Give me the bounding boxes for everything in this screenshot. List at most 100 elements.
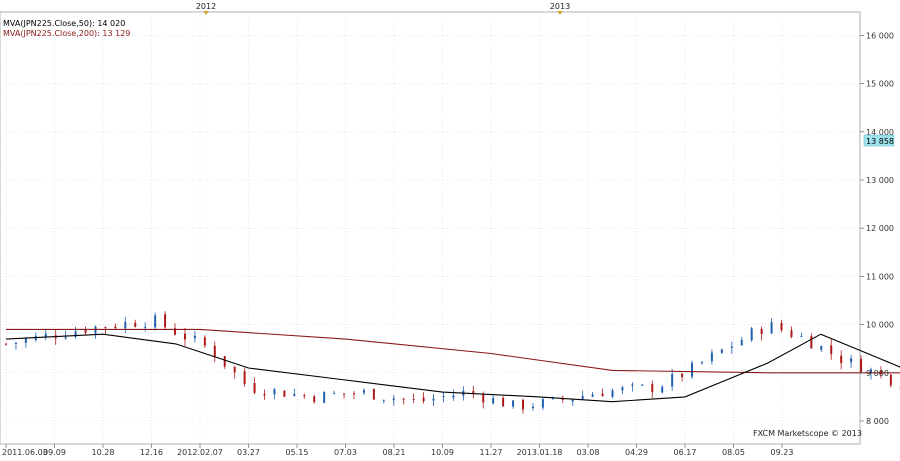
candle-body — [392, 398, 395, 401]
current-value-marker: 13 858 — [863, 134, 895, 147]
candle-body — [333, 393, 336, 395]
x-tick-label: 07.03 — [334, 448, 357, 457]
candle-body — [452, 395, 455, 398]
x-tick-label: 06.17 — [674, 448, 697, 457]
x-tick-label: 08.05 — [722, 448, 745, 457]
y-tick-label: 14 000 — [866, 128, 894, 137]
y-tick-label: 12 000 — [866, 224, 894, 233]
candle-body — [512, 400, 515, 407]
candle-body — [422, 397, 425, 402]
candle-body — [700, 361, 703, 363]
y-axis: 8 000 9 000 10 000 11 000 12 000 13 000 14 000… — [860, 31, 894, 426]
candle-body — [571, 399, 574, 402]
y-tick-label: 16 000 — [866, 31, 894, 40]
candle-body — [492, 398, 495, 404]
candle-body — [64, 337, 67, 339]
x-tick-label: 09.23 — [771, 448, 794, 457]
candle-body — [84, 329, 87, 333]
candle-body — [581, 395, 584, 400]
candle-body — [889, 374, 892, 386]
ma200-line — [6, 328, 900, 374]
candle-body — [730, 346, 733, 349]
candle-body — [591, 394, 594, 397]
candle-body — [412, 398, 415, 400]
candle-body — [531, 406, 534, 409]
candle-body — [780, 323, 783, 331]
candle-body — [502, 397, 505, 407]
candle-body — [362, 390, 365, 393]
candle-body — [134, 322, 137, 327]
candle-body — [243, 371, 246, 384]
candle-body — [233, 366, 236, 373]
candle-body — [611, 390, 614, 397]
x-tick-label: 2013.01.18 — [517, 448, 563, 457]
legend-ma50: MVA(JPN225.Close,50): 14 020 — [3, 19, 125, 28]
y-tick-label: 8 000 — [866, 417, 889, 426]
x-tick-label: 05.15 — [286, 448, 309, 457]
candle-body — [850, 358, 853, 363]
candle-body — [860, 359, 863, 374]
candle-body — [651, 383, 654, 393]
candle-body — [372, 388, 375, 400]
candle-body — [790, 330, 793, 337]
candle-body — [820, 346, 823, 350]
candle-body — [631, 384, 634, 386]
candle-body — [174, 328, 177, 335]
y-tick-label: 11 000 — [866, 272, 894, 281]
candle-body — [830, 345, 833, 355]
x-tick-label: 2012.02.07 — [177, 448, 223, 457]
x-tick-label: 2011.06.03 — [2, 448, 48, 457]
candle-body — [869, 369, 872, 374]
candle-body — [442, 396, 445, 398]
candle-body — [203, 337, 206, 346]
candle-body — [800, 336, 803, 338]
year-marker-icon — [557, 11, 563, 15]
candle-body — [770, 321, 773, 334]
candle-body — [740, 339, 743, 346]
candle-body — [253, 383, 256, 393]
x-tick-label: 12.16 — [140, 448, 163, 457]
candle-body — [273, 389, 276, 395]
candle-body — [283, 390, 286, 397]
candle-body — [114, 326, 117, 329]
candle-body — [710, 352, 713, 362]
x-tick-label: 11.27 — [480, 448, 503, 457]
candle-body — [323, 392, 326, 404]
candle-body — [193, 335, 196, 339]
candle-body — [472, 391, 475, 395]
candle-body — [681, 373, 684, 378]
x-tick-label: 10.09 — [431, 448, 454, 457]
candle-body — [293, 393, 296, 396]
x-tick-label: 03.08 — [577, 448, 600, 457]
candle-body — [5, 343, 7, 345]
year-marker-label: 2013 — [550, 2, 570, 11]
candle-body — [432, 398, 435, 401]
legend-ma200: MVA(JPN225.Close,200): 13 129 — [3, 29, 130, 38]
candle-body — [621, 387, 624, 391]
candle-body — [760, 328, 763, 334]
candle-body — [223, 355, 226, 367]
candle-body — [213, 345, 216, 358]
candle-body — [541, 399, 544, 408]
candle-body — [810, 336, 813, 349]
candle-body — [313, 396, 316, 402]
candle-body — [183, 333, 186, 340]
candle-body — [74, 331, 77, 337]
candle-body — [14, 342, 17, 344]
candle-body — [601, 393, 604, 397]
candle-body — [303, 395, 306, 397]
candle-body — [671, 373, 674, 387]
candle-body — [144, 326, 147, 328]
candle-body — [352, 393, 355, 395]
x-tick-label: 10.28 — [92, 448, 115, 457]
candle-body — [24, 338, 27, 343]
candle-body — [522, 399, 525, 410]
candle-body — [382, 399, 385, 401]
watermark: FXCM Marketscope © 2013 — [753, 429, 862, 438]
x-tick-label: 08.21 — [383, 448, 406, 457]
horizontal-gridlines — [0, 35, 860, 422]
candle-body — [124, 321, 127, 329]
y-tick-label: 10 000 — [866, 321, 894, 330]
